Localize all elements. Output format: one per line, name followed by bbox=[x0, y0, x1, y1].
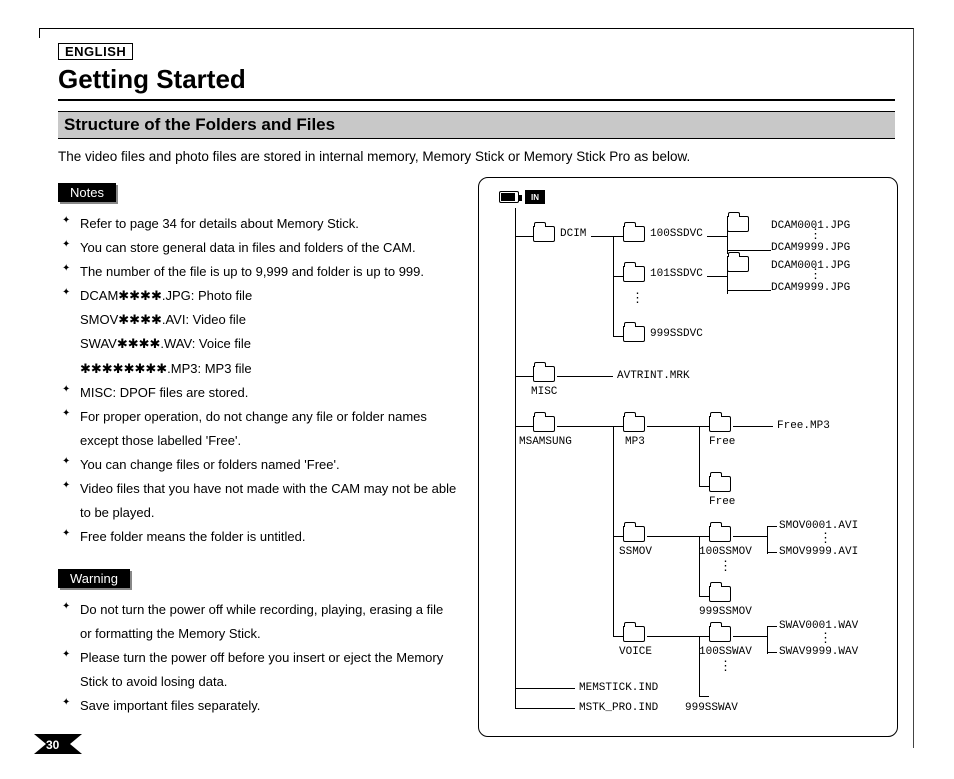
folder-101ssdvc: 101SSDVC bbox=[623, 266, 703, 282]
folder-ssmov: SSMOV bbox=[623, 526, 645, 542]
folder-100sswav: 100SSWAV bbox=[709, 626, 731, 642]
folder-999ssmov: 999SSMOV bbox=[709, 586, 731, 602]
folder-icon bbox=[533, 366, 555, 382]
intro-text: The video files and photo files are stor… bbox=[58, 147, 895, 167]
folder-999ssdvc: 999SSDVC bbox=[623, 326, 703, 342]
warning-item: Please turn the power off before you ins… bbox=[58, 646, 458, 694]
page-frame: ENGLISH Getting Started Structure of the… bbox=[40, 28, 914, 748]
right-column: IN DCIM bbox=[478, 177, 898, 737]
note-item: You can store general data in files and … bbox=[58, 236, 458, 260]
folder-icon bbox=[623, 526, 645, 542]
folder-free: Free bbox=[709, 476, 731, 492]
file-label: SWAV9999.WAV bbox=[779, 646, 858, 658]
folder-voice: VOICE bbox=[623, 626, 645, 642]
folder-icon bbox=[623, 326, 645, 342]
warning-heading: Warning bbox=[58, 569, 130, 588]
status-icons: IN bbox=[499, 190, 545, 204]
language-badge: ENGLISH bbox=[58, 43, 133, 60]
folder-tree-diagram: IN DCIM bbox=[478, 177, 898, 737]
file-label: MEMSTICK.IND bbox=[579, 682, 658, 694]
notes-list: Refer to page 34 for details about Memor… bbox=[58, 212, 458, 549]
folder-msamsung: MSAMSUNG bbox=[533, 416, 555, 432]
note-subline: ✱✱✱✱✱✱✱✱.MP3: MP3 file bbox=[80, 357, 458, 381]
note-item: DCAM✱✱✱✱.JPG: Photo file SMOV✱✱✱✱.AVI: V… bbox=[58, 284, 458, 380]
note-text: DCAM✱✱✱✱.JPG: Photo file bbox=[80, 288, 252, 303]
file-label: MSTK_PRO.IND bbox=[579, 702, 658, 714]
note-item: You can change files or folders named 'F… bbox=[58, 453, 458, 477]
folder-label: 999SSDVC bbox=[650, 328, 703, 340]
page-number: 30 bbox=[46, 738, 59, 752]
folder-label: 999SSMOV bbox=[699, 606, 752, 618]
folder-icon bbox=[709, 626, 731, 642]
note-subline: SMOV✱✱✱✱.AVI: Video file bbox=[80, 308, 458, 332]
folder-label: 100SSWAV bbox=[699, 646, 752, 658]
left-column: Notes Refer to page 34 for details about… bbox=[58, 177, 458, 732]
file-label: SMOV9999.AVI bbox=[779, 546, 858, 558]
folder-icon bbox=[623, 266, 645, 282]
note-item: The number of the file is up to 9,999 an… bbox=[58, 260, 458, 284]
note-item: Video files that you have not made with … bbox=[58, 477, 458, 525]
folder-icon bbox=[709, 476, 731, 492]
file-label: AVTRINT.MRK bbox=[617, 370, 690, 382]
folder-100ssdvc: 100SSDVC bbox=[623, 226, 703, 242]
note-item: Refer to page 34 for details about Memor… bbox=[58, 212, 458, 236]
folder-icon bbox=[623, 416, 645, 432]
folder-label: 100SSMOV bbox=[699, 546, 752, 558]
folder-icon bbox=[533, 226, 555, 242]
folder-label: 100SSDVC bbox=[650, 228, 703, 240]
folder-dcim: DCIM bbox=[533, 226, 586, 242]
note-subline: SWAV✱✱✱✱.WAV: Voice file bbox=[80, 332, 458, 356]
folder-label: MSAMSUNG bbox=[519, 436, 572, 448]
folder-label: Free bbox=[709, 436, 735, 448]
folder-icon bbox=[533, 416, 555, 432]
folder-label: 101SSDVC bbox=[650, 268, 703, 280]
folder-label: VOICE bbox=[619, 646, 652, 658]
warning-item: Do not turn the power off while recordin… bbox=[58, 598, 458, 646]
folder-file bbox=[727, 216, 749, 232]
folder-mp3: MP3 bbox=[623, 416, 645, 432]
folder-icon bbox=[727, 216, 749, 232]
folder-100ssmov: 100SSMOV bbox=[709, 526, 731, 542]
note-item: For proper operation, do not change any … bbox=[58, 405, 458, 453]
folder-icon bbox=[709, 416, 731, 432]
folder-icon bbox=[709, 586, 731, 602]
folder-label: Free bbox=[709, 496, 735, 508]
folder-label: SSMOV bbox=[619, 546, 652, 558]
folder-free: Free bbox=[709, 416, 731, 432]
page-title: Getting Started bbox=[58, 64, 895, 101]
notes-heading: Notes bbox=[58, 183, 116, 202]
folder-label: MP3 bbox=[625, 436, 645, 448]
file-label: DCAM9999.JPG bbox=[771, 282, 850, 294]
folder-label: MISC bbox=[531, 386, 557, 398]
folder-label: DCIM bbox=[560, 228, 586, 240]
folder-icon bbox=[623, 226, 645, 242]
folder-file bbox=[727, 256, 749, 272]
warning-list: Do not turn the power off while recordin… bbox=[58, 598, 458, 718]
file-label: DCAM9999.JPG bbox=[771, 242, 850, 254]
warning-item: Save important files separately. bbox=[58, 694, 458, 718]
section-title: Structure of the Folders and Files bbox=[58, 111, 895, 139]
memory-in-icon: IN bbox=[525, 190, 545, 204]
folder-misc: MISC bbox=[533, 366, 555, 382]
folder-icon bbox=[727, 256, 749, 272]
folder-icon bbox=[709, 526, 731, 542]
note-item: Free folder means the folder is untitled… bbox=[58, 525, 458, 549]
note-item: MISC: DPOF files are stored. bbox=[58, 381, 458, 405]
folder-label: 999SSWAV bbox=[685, 702, 738, 714]
file-label: Free.MP3 bbox=[777, 420, 830, 432]
battery-icon bbox=[499, 191, 519, 203]
folder-icon bbox=[623, 626, 645, 642]
